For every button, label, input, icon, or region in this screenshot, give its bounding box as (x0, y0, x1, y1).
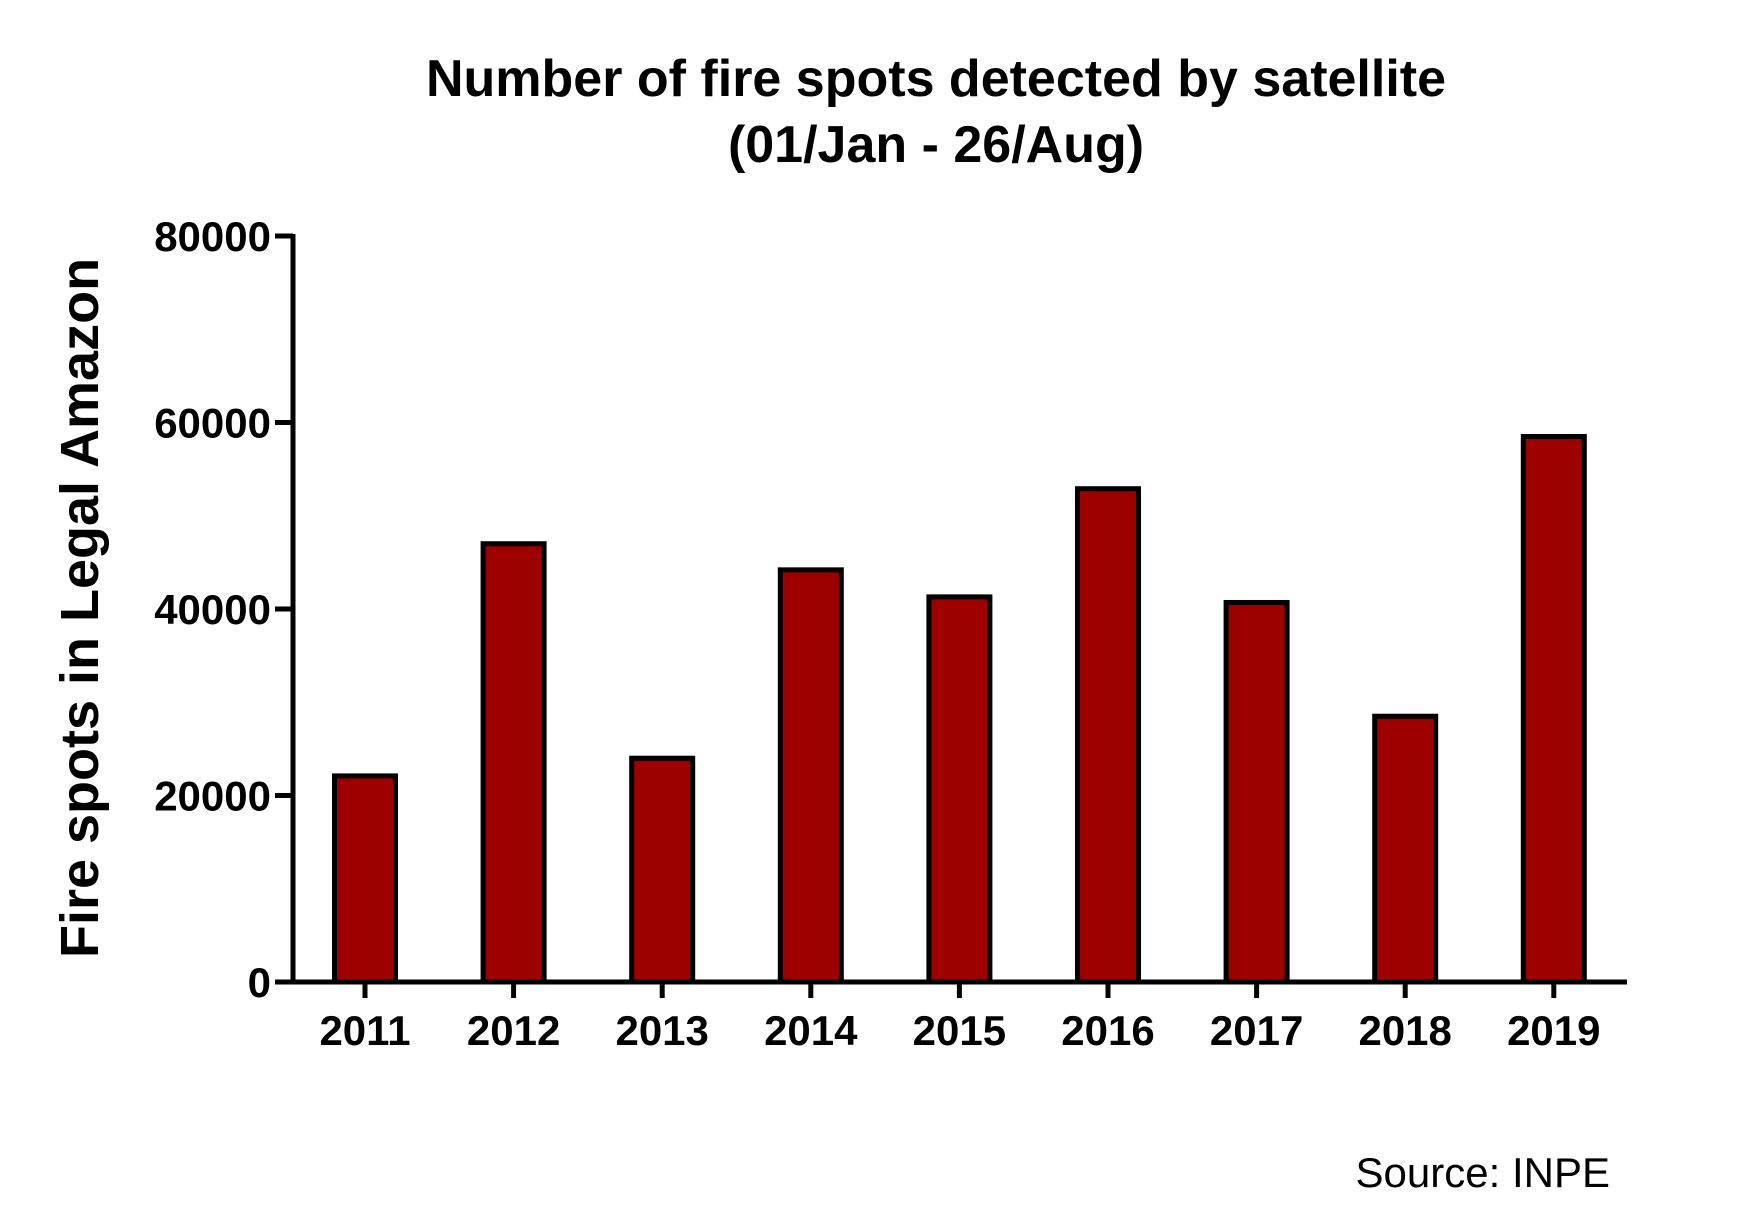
x-tick-label: 2017 (1210, 1007, 1303, 1054)
source-annotation: Source: INPE (1356, 1149, 1610, 1196)
x-tick-label: 2014 (764, 1007, 858, 1054)
bar-2012 (480, 541, 547, 985)
bar-2013 (629, 755, 696, 985)
bar-2019 (1520, 433, 1587, 985)
x-tick-label: 2016 (1061, 1007, 1154, 1054)
bar-2016 (1075, 486, 1141, 985)
x-tick-label: 2013 (615, 1007, 708, 1054)
bar-2015 (926, 594, 993, 985)
chart-subtitle: (01/Jan - 26/Aug) (728, 116, 1144, 174)
y-tick-label: 0 (248, 959, 271, 1006)
x-tick-label: 2012 (467, 1007, 560, 1054)
chart-title: Number of fire spots detected by satelli… (426, 50, 1446, 108)
bars (332, 433, 1587, 985)
x-tick-label: 2018 (1358, 1007, 1451, 1054)
x-tick-label: 2015 (913, 1007, 1006, 1054)
x-tick-label: 2019 (1507, 1007, 1600, 1054)
bar-2017 (1223, 599, 1290, 985)
y-tick-label: 60000 (154, 400, 271, 447)
bar-2011 (332, 773, 398, 985)
axes: 0 20000 40000 60000 80000 2011 2012 2013 2014 201… (154, 213, 1627, 1054)
bar-2014 (777, 567, 844, 985)
y-tick-label: 20000 (154, 773, 271, 820)
y-axis-label: Fire spots in Legal Amazon (50, 258, 110, 958)
y-tick-label: 80000 (154, 213, 271, 260)
y-tick-label: 40000 (154, 586, 271, 633)
x-tick-label: 2011 (319, 1007, 410, 1054)
bar-2018 (1372, 713, 1439, 985)
